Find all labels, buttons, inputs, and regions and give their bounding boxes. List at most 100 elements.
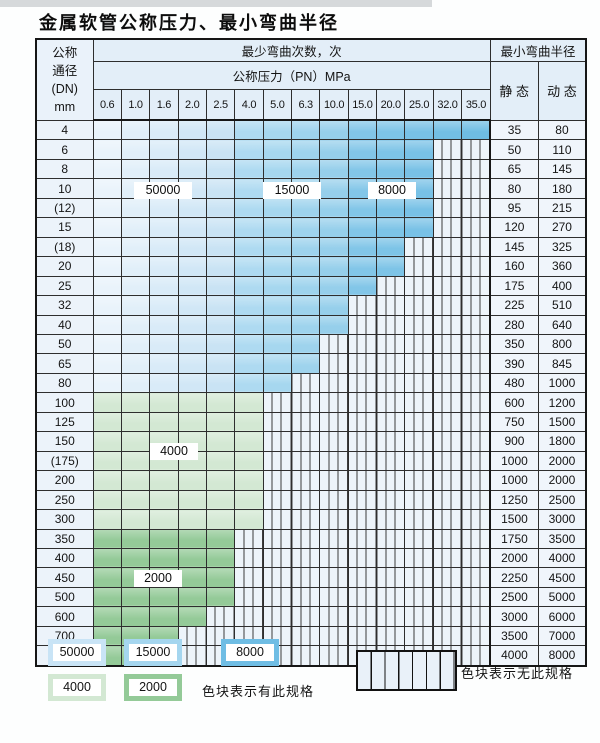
- dynamic-radius-cell: 800: [537, 333, 587, 355]
- legend-swatch-15000: 15000: [124, 639, 182, 666]
- dynamic-radius-cell: 2500: [537, 489, 587, 511]
- spec-unavailable-cell: [319, 470, 349, 491]
- pressure-value-row: 0.6 1.0 1.6 2.0 2.5 4.0 5.0 6.3 10.0 15.0 20.0 25.0…: [36, 89, 586, 121]
- table-row: 300 1500 3000: [35, 509, 587, 530]
- spec-available-cell: [404, 217, 434, 238]
- dynamic-radius-cell: 7000: [537, 625, 587, 647]
- spec-available-cell: [291, 295, 321, 316]
- spec-unavailable-cell: [376, 314, 406, 335]
- spec-available-cell: [205, 547, 236, 569]
- table-row: 32 225 510: [35, 295, 587, 316]
- spec-unavailable-cell: [347, 314, 378, 335]
- dn-cell: 250: [35, 489, 94, 511]
- table-row: 6 50 110: [35, 139, 587, 160]
- spec-available-cell: [92, 236, 122, 258]
- static-radius-cell: 4000: [489, 645, 539, 667]
- spec-unavailable-cell: [376, 528, 406, 549]
- pressure-column-header: 10.0: [319, 89, 349, 121]
- spec-available-cell: [92, 158, 122, 180]
- spec-available-cell: [291, 217, 321, 238]
- spec-available-cell: [120, 528, 151, 549]
- dynamic-radius-cell: 270: [537, 217, 587, 238]
- spec-unavailable-cell: [234, 586, 264, 608]
- spec-available-cell: [177, 295, 207, 316]
- spec-available-cell: [234, 470, 264, 491]
- dynamic-radius-cell: 80: [537, 119, 587, 141]
- spec-unavailable-cell: [376, 333, 406, 355]
- spec-available-cell: [234, 178, 264, 199]
- spec-available-cell: [92, 119, 122, 141]
- spec-unavailable-cell: [291, 645, 321, 667]
- header-row-pressure: 公称压力（PN）MPa 静 态 动 态: [36, 61, 587, 121]
- spec-unavailable-cell: [291, 392, 321, 413]
- spec-unavailable-cell: [177, 645, 207, 667]
- spec-available-cell: [234, 372, 264, 394]
- spec-unavailable-cell: [432, 470, 463, 491]
- spec-available-cell: [177, 606, 207, 627]
- spec-unavailable-cell: [376, 372, 406, 394]
- dynamic-radius-cell: 325: [537, 236, 587, 258]
- spec-available-cell: [177, 586, 207, 608]
- cycle-label-15000: 15000: [263, 182, 321, 199]
- spec-available-cell: [149, 217, 179, 238]
- spec-available-cell: [120, 470, 151, 491]
- legend-swatch-50000: 50000: [48, 639, 106, 666]
- spec-available-cell: [149, 197, 179, 219]
- spec-available-cell: [347, 275, 378, 297]
- spec-unavailable-cell: [234, 528, 264, 549]
- spec-unavailable-cell: [461, 158, 491, 180]
- static-radius-cell: 2500: [489, 586, 539, 608]
- spec-unavailable-cell: [376, 470, 406, 491]
- spec-unavailable-cell: [404, 547, 434, 569]
- dynamic-radius-cell: 6000: [537, 606, 587, 627]
- spec-available-cell: [291, 139, 321, 160]
- dynamic-radius-cell: 110: [537, 139, 587, 160]
- spec-available-cell: [92, 295, 122, 316]
- spec-available-cell: [205, 528, 236, 549]
- spec-unavailable-cell: [432, 256, 463, 277]
- spec-available-cell: [347, 139, 378, 160]
- spec-available-cell: [177, 547, 207, 569]
- pressure-header: 公称压力（PN）MPa: [92, 61, 491, 90]
- spec-available-cell: [120, 606, 151, 627]
- spec-unavailable-cell: [319, 353, 349, 374]
- spec-available-cell: [177, 217, 207, 238]
- spec-available-cell: [149, 509, 179, 530]
- spec-available-cell: [376, 236, 406, 258]
- spec-unavailable-cell: [404, 275, 434, 297]
- spec-available-cell: [347, 197, 378, 219]
- spec-unavailable-cell: [291, 547, 321, 569]
- dn-cell: 100: [35, 392, 94, 413]
- spec-available-cell: [177, 392, 207, 413]
- spec-unavailable-cell: [432, 392, 463, 413]
- spec-available-cell: [177, 139, 207, 160]
- spec-available-cell: [234, 333, 264, 355]
- spec-available-cell: [92, 489, 122, 511]
- spec-unavailable-cell: [404, 470, 434, 491]
- spec-unavailable-cell: [376, 392, 406, 413]
- dynamic-radius-cell: 2000: [537, 450, 587, 472]
- static-radius-cell: 1000: [489, 470, 539, 491]
- static-radius-cell: 350: [489, 333, 539, 355]
- spec-unavailable-cell: [376, 353, 406, 374]
- dn-cell: 125: [35, 411, 94, 433]
- spec-unavailable-cell: [432, 314, 463, 335]
- spec-available-cell: [120, 411, 151, 433]
- spec-available-cell: [376, 197, 406, 219]
- spec-available-cell: [262, 119, 293, 141]
- spec-unavailable-cell: [404, 431, 434, 452]
- dynamic-radius-cell: 845: [537, 353, 587, 374]
- dynamic-radius-cell: 5000: [537, 586, 587, 608]
- spec-available-cell: [120, 489, 151, 511]
- table-row: 20 160 360: [35, 256, 587, 277]
- spec-available-cell: [291, 158, 321, 180]
- spec-available-cell: [205, 256, 236, 277]
- spec-available-cell: [234, 489, 264, 511]
- dynamic-radius-cell: 180: [537, 178, 587, 199]
- spec-unavailable-cell: [205, 606, 236, 627]
- dn-cell: (18): [35, 236, 94, 258]
- spec-available-cell: [149, 470, 179, 491]
- spec-unavailable-cell: [319, 509, 349, 530]
- spec-available-cell: [92, 314, 122, 335]
- spec-unavailable-cell: [404, 411, 434, 433]
